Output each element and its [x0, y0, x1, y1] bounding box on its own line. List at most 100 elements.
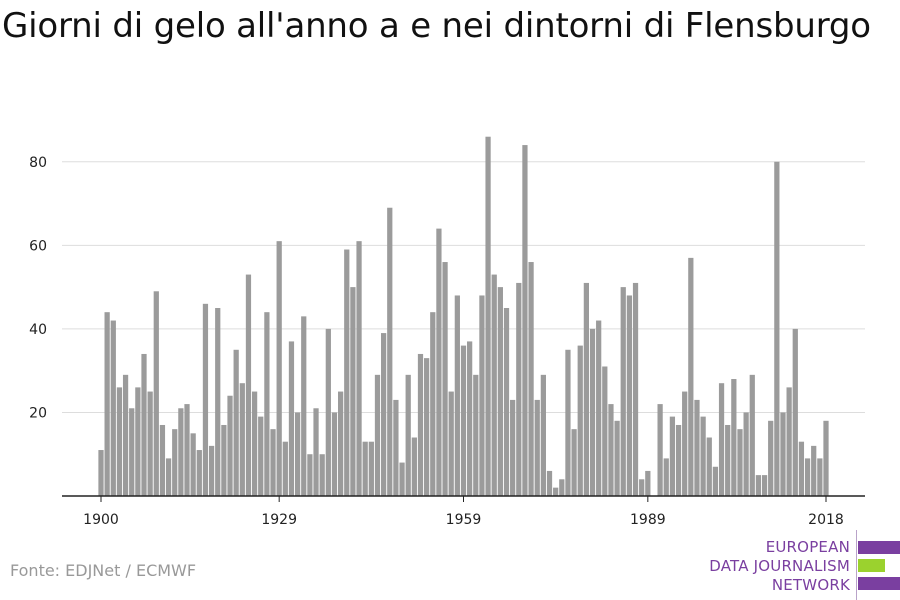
bar: [393, 399, 399, 496]
chart-title: Giorni di gelo all'anno a e nei dintorni…: [2, 6, 871, 46]
bar: [362, 441, 368, 496]
bar: [430, 312, 436, 496]
bar: [178, 408, 184, 496]
x-tick-label: 1900: [83, 512, 119, 528]
bar: [294, 412, 301, 496]
bar: [761, 475, 768, 496]
bar: [184, 404, 190, 496]
bar: [675, 424, 682, 496]
bar: [399, 462, 405, 496]
bar: [368, 441, 374, 496]
bar: [190, 433, 196, 496]
bar: [596, 320, 602, 496]
bar: [546, 470, 553, 496]
bar: [116, 387, 123, 496]
bar: [454, 295, 460, 496]
bar: [165, 458, 172, 496]
bar: [325, 328, 331, 496]
bar: [350, 287, 356, 496]
logo-divider: [856, 530, 857, 600]
bar: [424, 358, 430, 496]
tick-labels: 20 40 60 80 1900 1929 1959 1989 2018: [29, 155, 844, 528]
bar: [540, 374, 546, 496]
bar: [657, 404, 663, 496]
bar: [110, 320, 116, 496]
bar: [411, 437, 417, 496]
bar: [602, 366, 608, 496]
bar: [491, 274, 497, 496]
bar: [786, 387, 792, 496]
bar: [221, 424, 227, 496]
bar: [510, 399, 516, 496]
bar: [227, 395, 233, 496]
logo-line-2: DATA JOURNALISM: [709, 557, 850, 575]
bar: [497, 287, 503, 496]
y-tick-label: 20: [29, 405, 47, 421]
bar: [749, 374, 755, 496]
bar: [467, 341, 473, 496]
bar: [534, 399, 540, 496]
bar: [817, 458, 823, 496]
source-note: Fonte: EDJNet / ECMWF: [10, 561, 197, 580]
bar: [258, 416, 264, 496]
bar: [153, 291, 159, 496]
bar: [245, 274, 252, 496]
bar: [823, 420, 829, 496]
bar: [239, 383, 245, 496]
bar: [436, 228, 442, 496]
bar: [405, 374, 411, 496]
bar: [755, 475, 762, 496]
bar: [215, 308, 221, 496]
y-tick-label: 80: [29, 155, 47, 171]
logo-bar-purple-bottom: [858, 577, 900, 590]
bar: [251, 391, 258, 496]
bar: [682, 391, 688, 496]
bar: [743, 412, 749, 496]
bar: [356, 241, 362, 496]
bar: [589, 328, 596, 496]
y-tick-label: 60: [29, 238, 47, 254]
grid-lines: [62, 161, 865, 413]
bar: [270, 429, 276, 496]
bar: [381, 333, 387, 496]
bar: [442, 262, 448, 496]
bar: [774, 161, 780, 496]
x-tick-label: 1989: [630, 512, 666, 528]
bar: [669, 416, 676, 496]
bar: [718, 383, 725, 496]
bar: [620, 287, 626, 496]
bar: [712, 466, 719, 496]
bar: [559, 479, 565, 496]
bar: [811, 445, 817, 496]
bar: [700, 416, 706, 496]
bar: [338, 391, 344, 496]
bar: [663, 458, 669, 496]
bar: [528, 262, 534, 496]
bar: [473, 374, 479, 496]
bar: [417, 353, 424, 496]
bar: [645, 470, 651, 496]
bar: [172, 429, 178, 496]
bar: [98, 450, 104, 496]
bar: [104, 312, 110, 496]
bar: [344, 249, 350, 496]
bar: [208, 445, 215, 496]
y-tick-label: 40: [29, 322, 47, 338]
x-tick-label: 1959: [446, 512, 482, 528]
bar: [159, 424, 166, 496]
bar: [792, 328, 798, 496]
bar: [331, 412, 338, 496]
bar: [522, 145, 528, 496]
bar: [565, 349, 571, 496]
bar: [553, 487, 559, 496]
bar: [780, 412, 786, 496]
bar: [135, 387, 141, 496]
bar: [313, 408, 319, 496]
bar: [288, 341, 295, 496]
bar: [632, 282, 639, 496]
bar: [706, 437, 712, 496]
bar: [307, 454, 313, 496]
bar: [737, 429, 743, 496]
x-tick-label: 1929: [261, 512, 297, 528]
